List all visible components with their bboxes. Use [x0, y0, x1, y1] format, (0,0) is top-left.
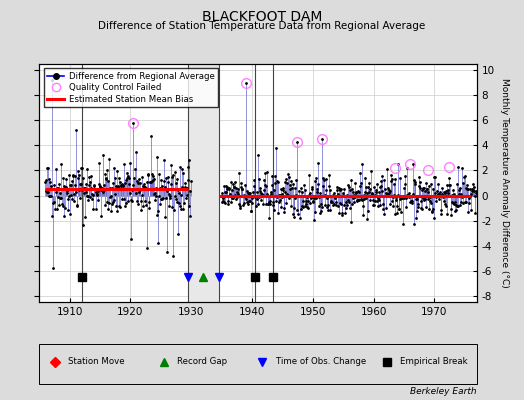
- Bar: [188, 64, 219, 302]
- Legend: Difference from Regional Average, Quality Control Failed, Estimated Station Mean: Difference from Regional Average, Qualit…: [43, 68, 218, 107]
- Text: BLACKFOOT DAM: BLACKFOOT DAM: [202, 10, 322, 24]
- Text: Time of Obs. Change: Time of Obs. Change: [276, 358, 366, 366]
- Text: Record Gap: Record Gap: [177, 358, 227, 366]
- Text: Difference of Station Temperature Data from Regional Average: Difference of Station Temperature Data f…: [99, 21, 425, 31]
- Text: Empirical Break: Empirical Break: [400, 358, 468, 366]
- Y-axis label: Monthly Temperature Anomaly Difference (°C): Monthly Temperature Anomaly Difference (…: [500, 78, 509, 288]
- Text: Berkeley Earth: Berkeley Earth: [410, 387, 477, 396]
- Text: Station Move: Station Move: [68, 358, 124, 366]
